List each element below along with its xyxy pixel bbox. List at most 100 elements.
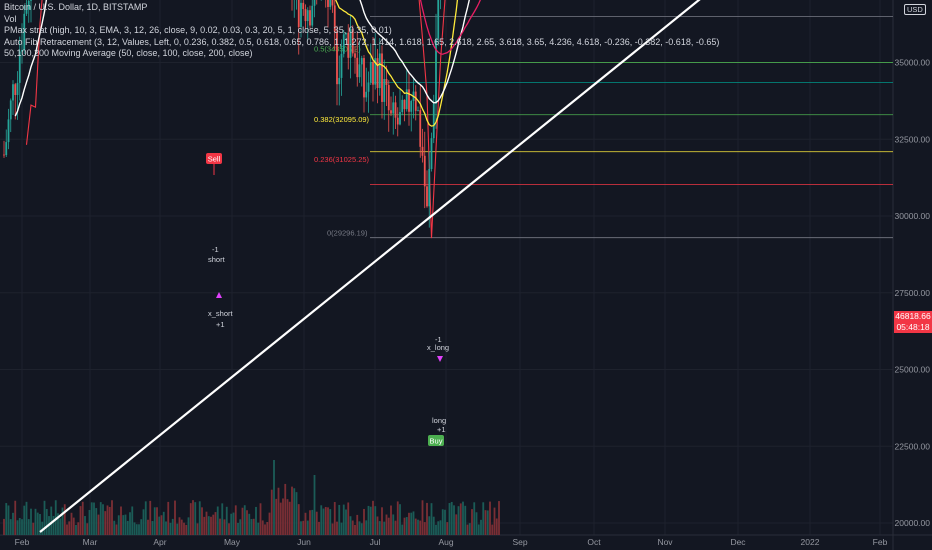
volume-bar [113, 520, 116, 535]
volume-bar [81, 501, 84, 535]
volume-bar [126, 520, 129, 535]
volume-bar [156, 507, 158, 535]
candle-body [7, 119, 10, 143]
volume-bar [268, 512, 271, 535]
volume-bar [480, 519, 482, 535]
candle-body [18, 51, 21, 83]
candle-body [16, 82, 19, 95]
candle-body [304, 9, 307, 22]
volume-bar [117, 515, 120, 535]
volume-bar [180, 519, 183, 535]
x-short-count: +1 [216, 320, 225, 329]
volume-bar [376, 516, 379, 535]
candle-body [403, 99, 406, 110]
moving-average-line [419, 0, 481, 55]
time-axis-label: Jul [370, 537, 381, 547]
volume-bar [259, 503, 262, 535]
fib-level-label: 0(29296.19) [327, 229, 368, 238]
volume-bar [102, 504, 104, 535]
candle-body [394, 102, 397, 118]
volume-bar [403, 517, 406, 535]
time-axis-label: Nov [657, 537, 673, 547]
volume-bar [21, 519, 23, 535]
volume-bar [5, 503, 8, 535]
volume-bar [111, 500, 113, 535]
symbol-title[interactable]: Bitcoin / U.S. Dollar, 1D, BITSTAMP [4, 2, 148, 12]
chart-legend: Bitcoin / U.S. Dollar, 1D, BITSTAMP Vol … [4, 2, 719, 60]
candle-body [369, 62, 372, 83]
candle-body [333, 5, 336, 32]
candle-body [338, 77, 341, 85]
time-axis-label: Feb [873, 537, 888, 547]
volume-bar [90, 502, 93, 535]
candle-body [356, 57, 359, 78]
volume-bar [324, 506, 327, 535]
volume-bar [369, 506, 372, 535]
time-axis-label: Dec [730, 537, 746, 547]
volume-bar [84, 516, 86, 535]
volume-bar [365, 520, 368, 535]
time-axis-label: Aug [438, 537, 453, 547]
volume-bar [491, 524, 494, 535]
triangle-lower-line [39, 0, 701, 533]
volume-bar [72, 517, 75, 535]
volume-bar [230, 513, 233, 535]
volume-bar [41, 521, 44, 535]
volume-bar [97, 514, 100, 535]
candle-body [426, 186, 428, 207]
volume-bar [284, 483, 287, 535]
volume-bar [187, 517, 190, 535]
candle-body [349, 28, 352, 58]
candle-body [437, 0, 440, 39]
currency-unit-badge[interactable]: USD [904, 4, 926, 15]
long-count: +1 [437, 425, 446, 434]
volume-bar [329, 509, 332, 535]
volume-bar [106, 505, 109, 535]
volume-indicator-label[interactable]: Vol [4, 13, 17, 24]
volume-bar [23, 505, 26, 535]
volume-bar [108, 506, 111, 535]
volume-bar [34, 508, 37, 535]
volume-bar [120, 506, 122, 535]
sell-signal-badge [206, 153, 222, 164]
candle-body [387, 85, 390, 111]
volume-bar [351, 520, 354, 535]
volume-bar [194, 502, 197, 535]
volume-bar [234, 505, 237, 535]
moving-average-line [14, 0, 470, 117]
candle-body [5, 142, 8, 156]
price-axis-label: 35000.00 [895, 58, 931, 68]
volume-bar [169, 522, 172, 535]
candle-body [365, 91, 368, 98]
pmax-band [25, 0, 446, 239]
volume-bar [468, 523, 471, 535]
volume-bar [383, 521, 386, 535]
volume-bar [79, 506, 82, 535]
volume-bar [207, 516, 210, 535]
candle-body [432, 103, 435, 139]
volume-bar [104, 511, 107, 535]
volume-bar [167, 501, 170, 535]
volume-bar [475, 512, 478, 535]
fib-levels: 4.236(60325.26)3.618(55808.97)1.618(4647… [314, 16, 893, 239]
fib-level-label: 0.382(32095.09) [314, 115, 370, 124]
pmax-line [25, 0, 446, 239]
volume-bar [315, 511, 318, 535]
long-note: -1 [435, 335, 442, 344]
ma-indicator-label[interactable]: 50,100,200 Moving Average (50, close, 10… [4, 48, 253, 59]
candle-body [347, 32, 350, 58]
candle-body [392, 102, 395, 114]
volume-bar [410, 512, 413, 535]
volume-bar [300, 521, 302, 535]
volume-bar [466, 524, 469, 535]
candle-body [23, 13, 26, 51]
candle-body [410, 100, 413, 112]
fib-indicator-label[interactable]: Auto Fib Retracement (3, 12, Values, Lef… [4, 36, 720, 47]
candle-body [396, 117, 399, 125]
pmax-indicator-label[interactable]: PMax strat (high, 10, 3, EMA, 3, 12, 26,… [4, 25, 392, 36]
volume-bar [160, 515, 163, 535]
short-word: short [208, 255, 226, 264]
volume-bar [70, 512, 73, 535]
